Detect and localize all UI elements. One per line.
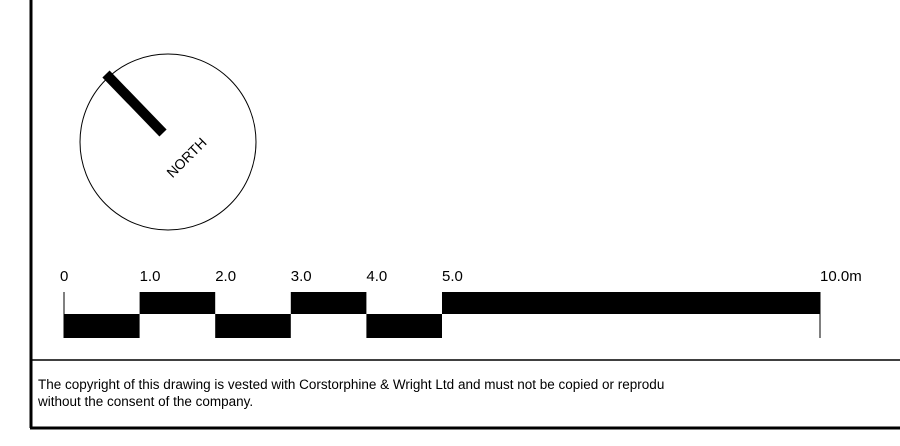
scale-segment-3 <box>290 292 367 314</box>
scale-segment-0 <box>64 314 140 338</box>
scale-segment-2 <box>215 314 291 338</box>
scale-bar: 0 1.0 2.0 3.0 4.0 5.0 10.0m <box>60 268 862 338</box>
north-arrow-pointer <box>102 70 167 137</box>
copyright-notice: The copyright of this drawing is vested … <box>38 377 665 409</box>
scale-segment-1 <box>139 292 216 314</box>
scale-label: 10.0m <box>820 268 862 285</box>
scale-segment-4 <box>366 314 442 338</box>
scale-label: 1.0 <box>140 268 161 285</box>
scale-segment-5 <box>442 292 820 314</box>
scale-label: 0 <box>60 268 68 285</box>
scale-label: 4.0 <box>366 268 387 285</box>
compass-north-label: NORTH <box>163 134 209 180</box>
scale-label: 5.0 <box>442 268 463 285</box>
scale-label: 2.0 <box>215 268 236 285</box>
compass-circle <box>79 53 257 231</box>
north-arrow: NORTH <box>79 53 257 231</box>
scale-label: 3.0 <box>291 268 312 285</box>
